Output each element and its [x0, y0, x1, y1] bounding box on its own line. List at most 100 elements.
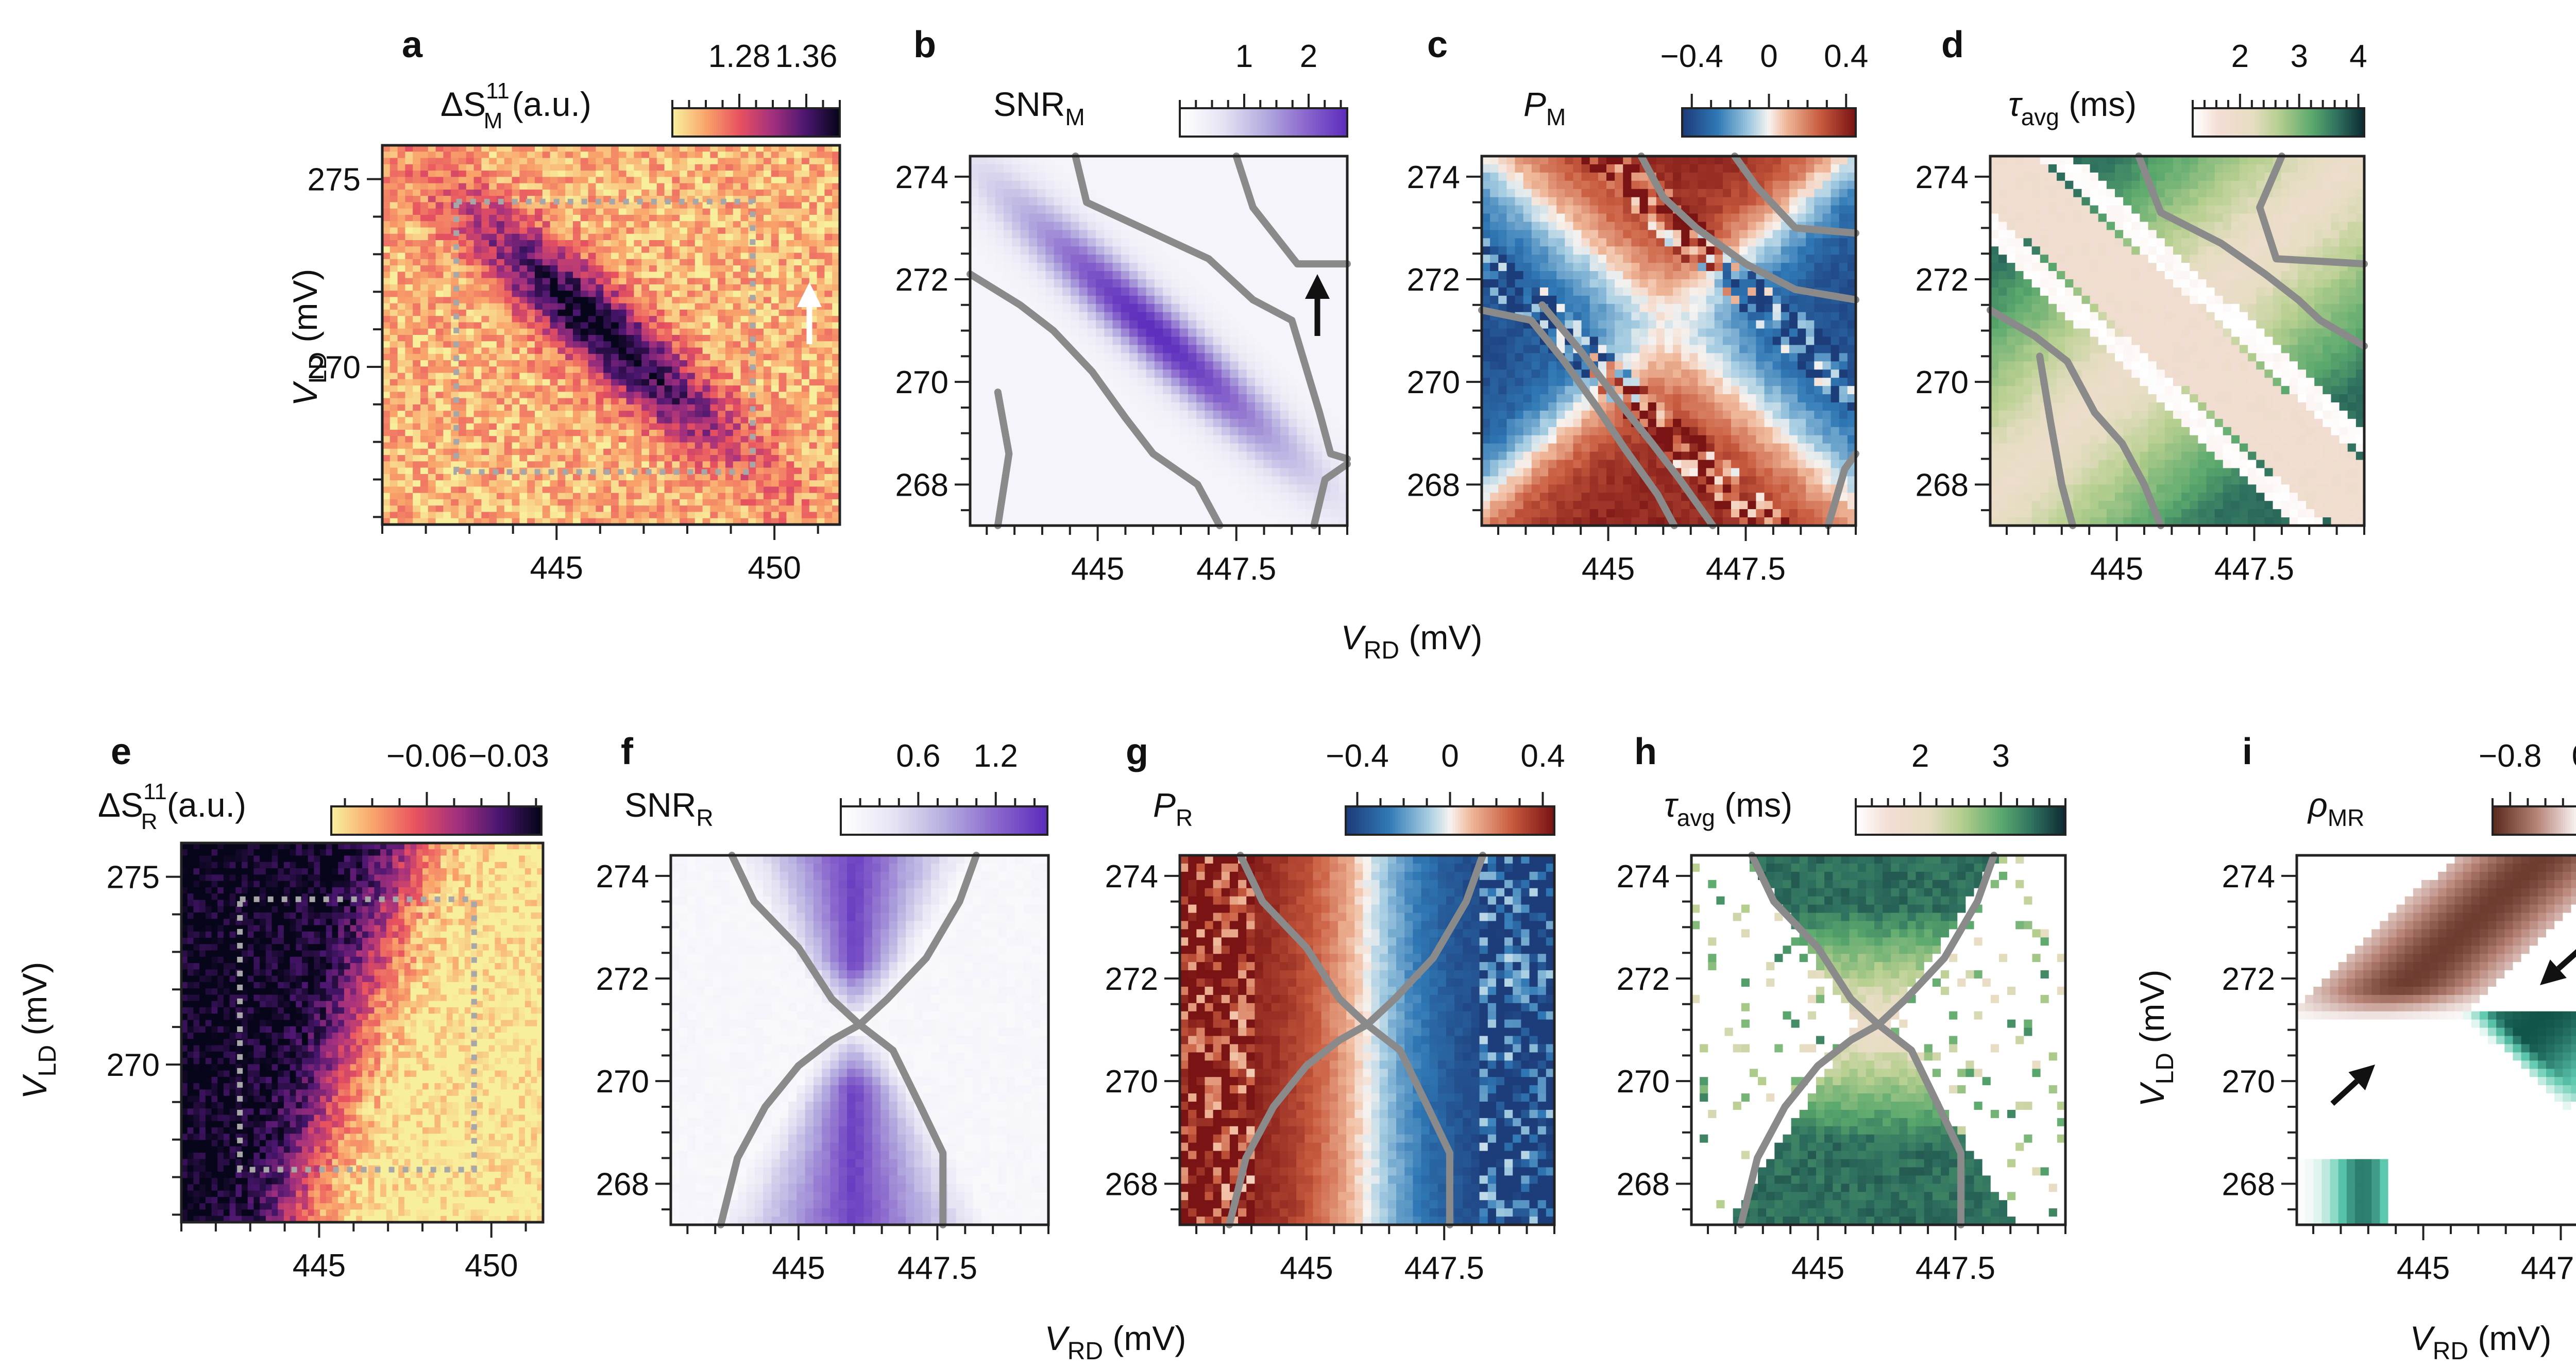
- heatmap-cell: [641, 353, 650, 361]
- heatmap-cell: [397, 499, 405, 506]
- heatmap-cell: [740, 442, 749, 449]
- heatmap-cell: [512, 151, 520, 159]
- heatmap-cell: [1163, 295, 1172, 305]
- heatmap-cell: [557, 196, 566, 202]
- heatmap-cell: [535, 379, 543, 386]
- heatmap-cell: [995, 303, 1004, 313]
- heatmap-cell: [550, 214, 558, 222]
- heatmap-cell: [1071, 238, 1080, 247]
- heatmap-cell: [756, 227, 764, 234]
- heatmap-cell: [618, 227, 627, 234]
- heatmap-cell: [824, 455, 833, 462]
- heatmap-cell: [1104, 312, 1113, 321]
- heatmap-cell: [771, 291, 779, 297]
- heatmap-cell: [1087, 164, 1096, 173]
- heatmap-cell: [580, 246, 589, 254]
- heatmap-cell: [1196, 156, 1206, 165]
- heatmap-cell: [611, 291, 619, 297]
- heatmap-cell: [634, 448, 642, 455]
- heatmap-cell: [1129, 320, 1138, 329]
- heatmap-cell: [580, 227, 589, 234]
- heatmap-cell: [489, 379, 497, 386]
- heatmap-cell: [512, 461, 520, 468]
- heatmap-cell: [1338, 353, 1348, 362]
- heatmap-cell: [1205, 287, 1214, 296]
- heatmap-cell: [497, 347, 505, 355]
- heatmap-cell: [1171, 336, 1180, 346]
- heatmap-cell: [1205, 394, 1214, 403]
- heatmap-cell: [641, 233, 650, 241]
- heatmap-cell: [413, 385, 421, 392]
- heatmap-cell: [1205, 197, 1214, 206]
- heatmap-cell: [1096, 197, 1105, 206]
- heatmap-cell: [1179, 263, 1189, 272]
- heatmap-cell: [504, 297, 513, 304]
- heatmap-cell: [535, 455, 543, 462]
- heatmap-cell: [527, 366, 535, 374]
- heatmap-cell: [1255, 156, 1264, 165]
- heatmap-cell: [702, 221, 710, 228]
- heatmap-cell: [481, 430, 489, 436]
- heatmap-cell: [573, 265, 581, 272]
- heatmap-cell: [733, 291, 741, 297]
- heatmap-cell: [1087, 189, 1096, 198]
- heatmap-cell: [680, 480, 688, 487]
- heatmap-cell: [527, 171, 535, 177]
- heatmap-cell: [588, 430, 596, 436]
- heatmap-cell: [481, 347, 489, 355]
- heatmap-cell: [1196, 222, 1206, 230]
- heatmap-cell: [1297, 295, 1306, 305]
- heatmap-cell: [389, 512, 398, 519]
- heatmap-cell: [1028, 287, 1038, 296]
- heatmap-cell: [389, 436, 398, 443]
- heatmap-cell: [1330, 328, 1340, 337]
- heatmap-cell: [550, 265, 558, 272]
- heatmap-cell: [1213, 197, 1222, 206]
- heatmap-cell: [611, 341, 619, 348]
- heatmap-cell: [405, 461, 413, 468]
- heatmap-cell: [1196, 361, 1206, 370]
- heatmap-cell: [611, 322, 619, 329]
- heatmap-cell: [382, 347, 391, 355]
- heatmap-cell: [435, 379, 444, 386]
- heatmap-cell: [413, 398, 421, 405]
- heatmap-cell: [733, 183, 741, 190]
- heatmap-cell: [382, 467, 391, 475]
- heatmap-cell: [1188, 230, 1197, 239]
- heatmap-cell: [1129, 246, 1138, 255]
- heatmap-cell: [389, 430, 398, 436]
- heatmap-cell: [970, 295, 979, 305]
- heatmap-cell: [694, 505, 703, 513]
- heatmap-cell: [1272, 189, 1281, 198]
- heatmap-cell: [786, 145, 794, 152]
- heatmap-cell: [1255, 180, 1264, 190]
- heatmap-cell: [443, 486, 451, 494]
- heatmap-cell: [687, 278, 696, 285]
- heatmap-cell: [641, 404, 650, 411]
- heatmap-cell: [649, 423, 657, 430]
- heatmap-cell: [389, 164, 398, 171]
- heatmap-cell: [459, 360, 467, 367]
- heatmap-cell: [626, 151, 634, 159]
- heatmap-cell: [405, 284, 413, 291]
- heatmap-cell: [626, 404, 634, 411]
- heatmap-cell: [1146, 205, 1155, 214]
- heatmap-cell: [557, 297, 566, 304]
- heatmap-cell: [550, 291, 558, 297]
- heatmap-cell: [1112, 271, 1122, 280]
- heatmap-cell: [435, 303, 444, 310]
- heatmap-cell: [1054, 312, 1063, 321]
- heatmap-cell: [1004, 156, 1012, 165]
- heatmap-cell: [443, 474, 451, 481]
- heatmap-cell: [680, 158, 688, 165]
- heatmap-cell: [832, 284, 840, 291]
- heatmap-cell: [1171, 378, 1180, 386]
- heatmap-cell: [389, 398, 398, 405]
- heatmap-cell: [725, 189, 734, 196]
- heatmap-cell: [550, 158, 558, 165]
- heatmap-cell: [466, 518, 474, 525]
- heatmap-cell: [459, 347, 467, 355]
- heatmap-cell: [995, 271, 1004, 280]
- heatmap-cell: [809, 214, 818, 222]
- heatmap-cell: [817, 252, 825, 260]
